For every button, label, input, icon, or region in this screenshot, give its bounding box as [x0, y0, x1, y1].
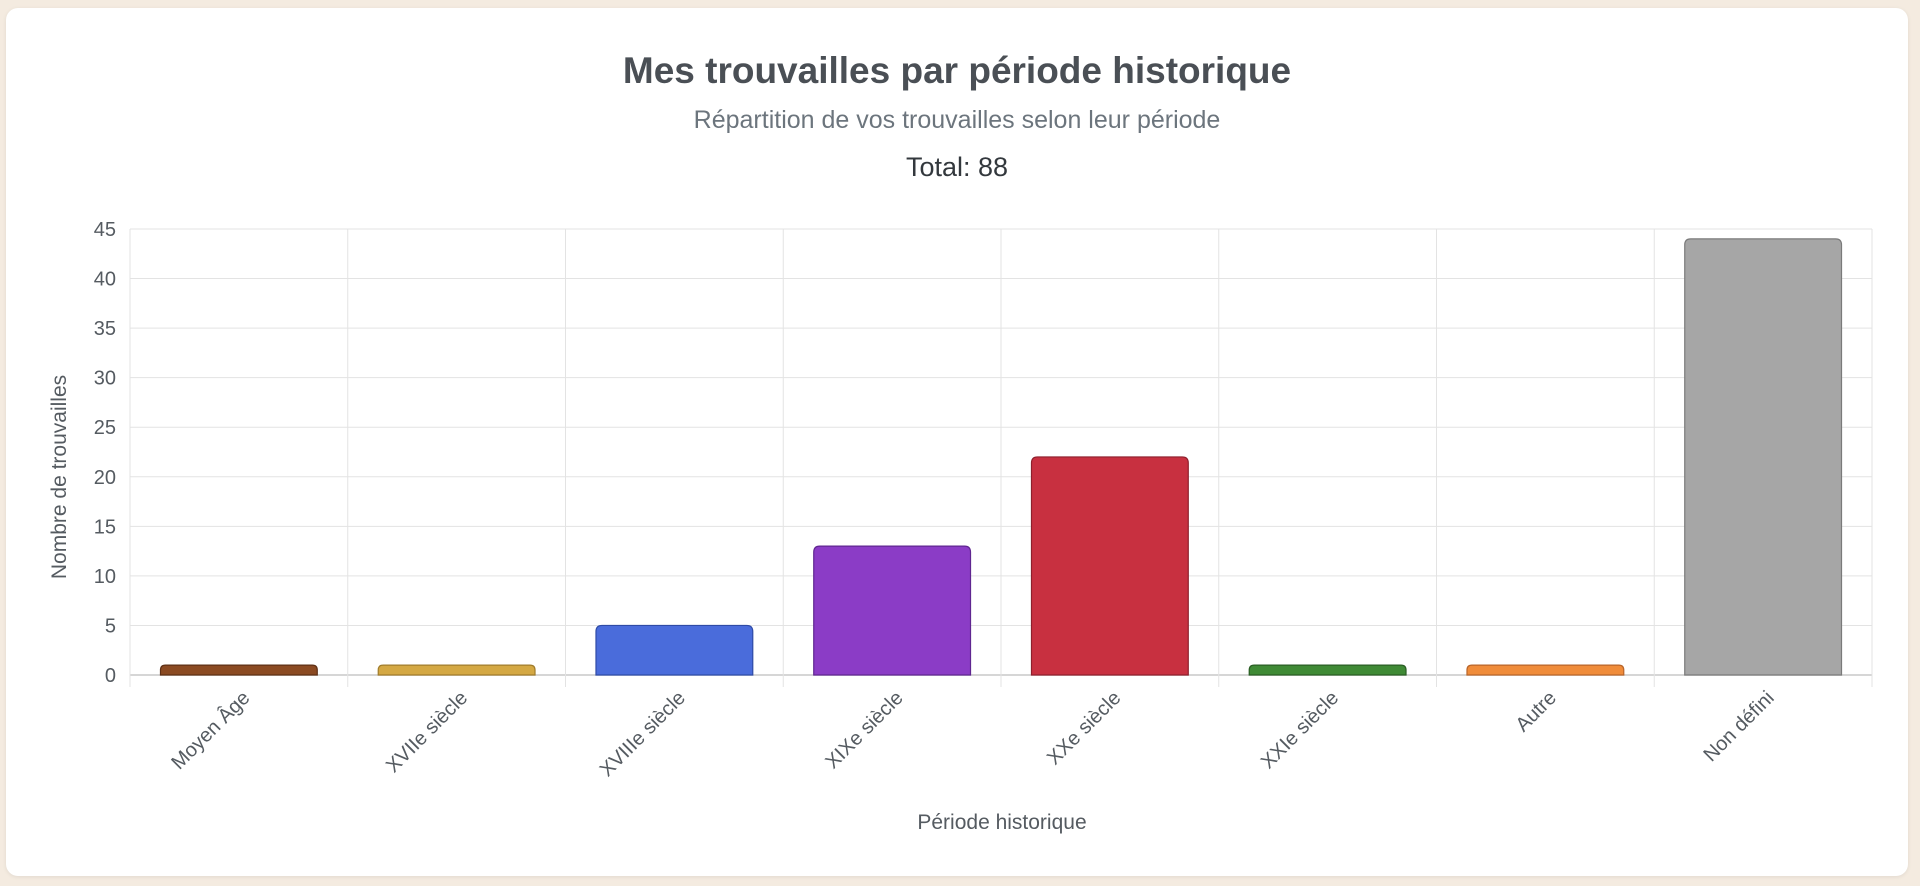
y-tick-label: 35 [94, 318, 116, 340]
x-tick-label: XXIe siècle [1257, 687, 1343, 773]
y-tick-label: 0 [105, 665, 116, 687]
y-axis-title: Nombre de trouvailles [48, 375, 71, 579]
y-tick-label: 5 [105, 615, 116, 637]
chart-card: Mes trouvailles par période historique R… [6, 8, 1908, 876]
y-axis-ticks: 0 5 10 15 20 25 30 35 40 45 [94, 219, 116, 687]
x-axis-title: Période historique [917, 811, 1086, 834]
bar-xxe-siècle[interactable] [1030, 456, 1189, 676]
bar-moyen-âge[interactable] [159, 664, 318, 676]
y-tick-label: 30 [94, 368, 116, 390]
y-tick-label: 20 [94, 467, 116, 489]
bar-xxie-siècle[interactable] [1248, 664, 1407, 676]
x-tick-label: Non défini [1699, 687, 1778, 766]
x-tick-label: XVIIIe siècle [596, 687, 690, 781]
grid-lines [129, 228, 1873, 687]
x-axis-ticks: Moyen Âge XVIIe siècle XVIIIe siècle XIXe s… [167, 686, 1779, 781]
y-tick-label: 15 [94, 516, 116, 538]
chart-title: Mes trouvailles par période historique [622, 50, 1292, 91]
x-tick-label: XVIIe siècle [382, 687, 472, 777]
bar-xviiie-siècle[interactable] [595, 624, 754, 676]
x-tick-label: XXe siècle [1043, 687, 1125, 769]
y-tick-label: 25 [94, 417, 116, 439]
total-count: Total: 88 [905, 152, 1009, 182]
bar-chart: 0 5 10 15 20 25 30 35 40 45 Moyen Âge XVIIe siècle… [48, 219, 1873, 834]
x-tick-label: Autre [1512, 687, 1561, 736]
bar-xviie-siècle[interactable] [377, 664, 536, 676]
y-tick-label: 45 [94, 219, 116, 241]
chart-subtitle: Répartition de vos trouvailles selon leu… [693, 106, 1221, 134]
bars [159, 238, 1843, 676]
y-tick-label: 10 [94, 566, 116, 588]
x-tick-label: XIXe siècle [821, 687, 907, 773]
bar-autre[interactable] [1466, 664, 1625, 676]
bar-non-défini[interactable] [1684, 238, 1843, 676]
bar-xixe-siècle[interactable] [813, 545, 972, 676]
x-tick-label: Moyen Âge [167, 686, 255, 774]
y-tick-label: 40 [94, 269, 116, 291]
